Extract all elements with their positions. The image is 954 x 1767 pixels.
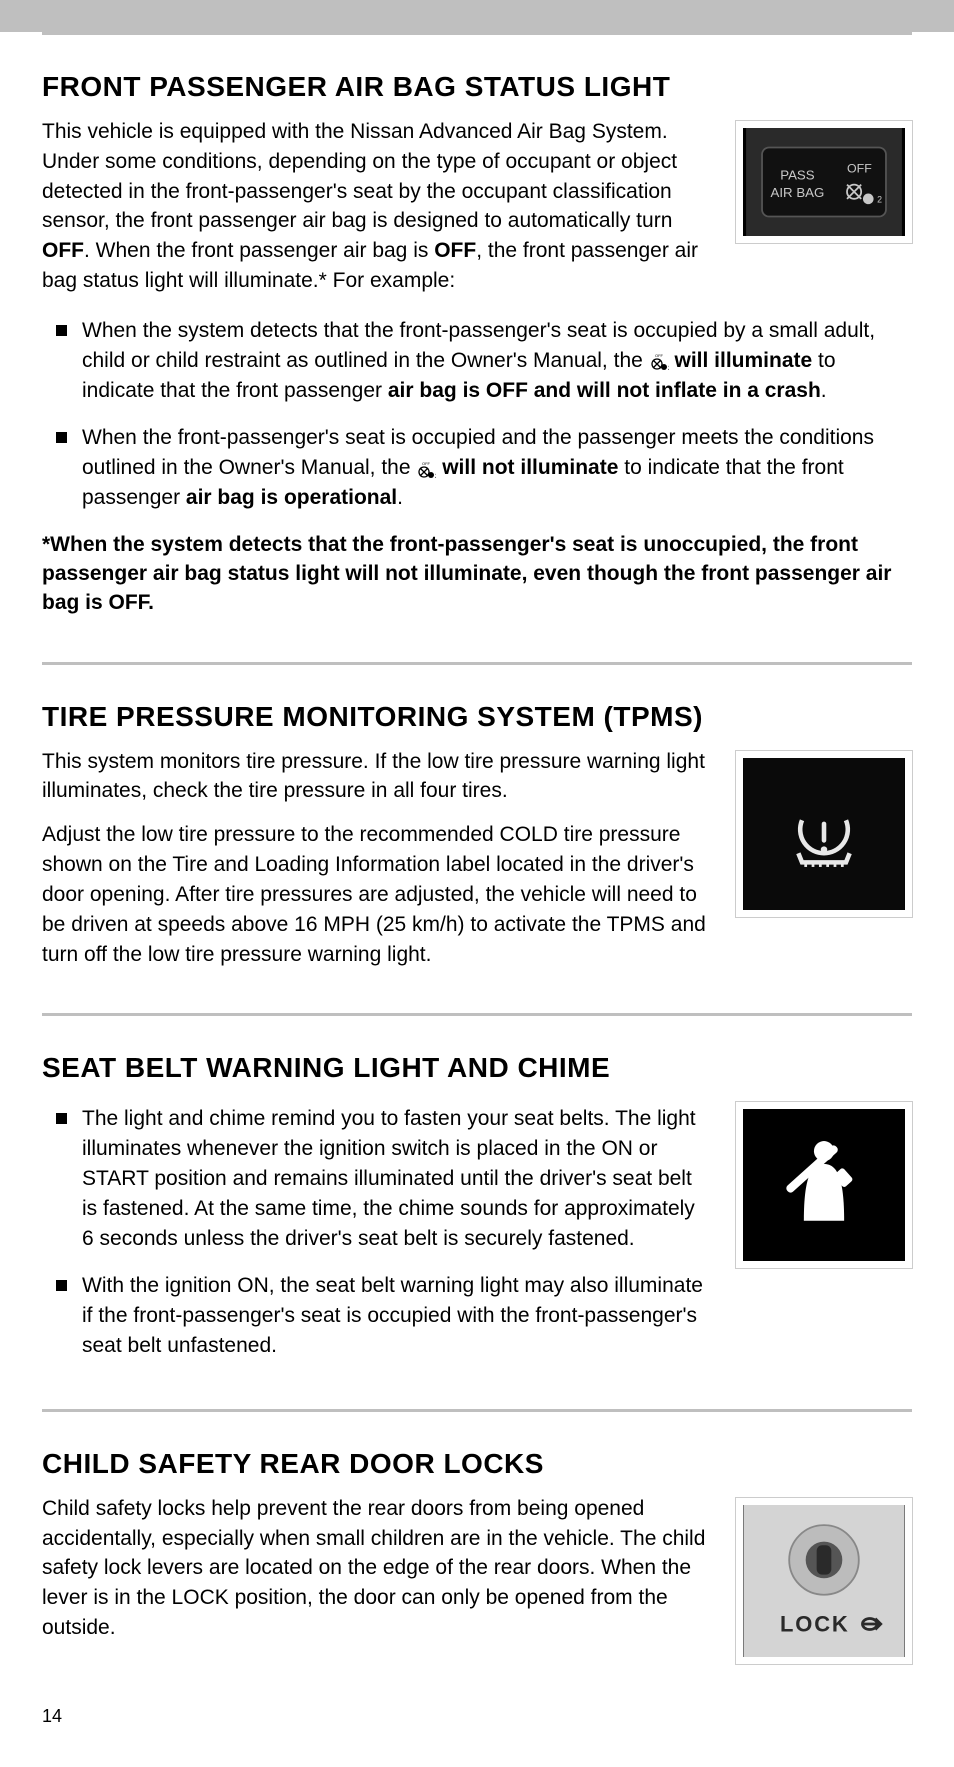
figure-seatbelt xyxy=(736,1102,912,1268)
svg-text:2: 2 xyxy=(877,194,882,204)
childlock-svg: LOCK xyxy=(743,1505,905,1657)
label-lock: LOCK xyxy=(780,1611,850,1636)
list-item: When the front-passenger's seat is occup… xyxy=(42,423,912,512)
heading-childlock: CHILD SAFETY REAR DOOR LOCKS xyxy=(42,1448,912,1480)
airbag-off-icon: OFF 2 xyxy=(416,459,436,479)
text-bold: OFF xyxy=(42,239,84,262)
heading-airbag: FRONT PASSENGER AIR BAG STATUS LIGHT xyxy=(42,71,912,103)
text: . When the front passenger air bag is xyxy=(84,239,434,262)
airbag-bullet-list: When the system detects that the front-p… xyxy=(42,316,912,513)
tpms-icon-svg xyxy=(743,758,905,910)
text-bold: air bag is OFF and will not inflate in a… xyxy=(388,379,821,402)
section-seatbelt: SEAT BELT WARNING LIGHT AND CHIME The li… xyxy=(42,1016,912,1409)
text-bold: will not illuminate xyxy=(442,456,618,479)
figure-airbag-indicator: PASS AIR BAG OFF 2 xyxy=(736,121,912,243)
figure-tpms xyxy=(736,751,912,917)
airbag-intro: This vehicle is equipped with the Nissan… xyxy=(42,117,710,296)
airbag-off-icon: OFF 2 xyxy=(649,351,669,371)
figure-childlock: LOCK xyxy=(736,1498,912,1664)
page-number: 14 xyxy=(42,1706,912,1727)
section-airbag: FRONT PASSENGER AIR BAG STATUS LIGHT Thi… xyxy=(42,35,912,662)
heading-seatbelt: SEAT BELT WARNING LIGHT AND CHIME xyxy=(42,1052,912,1084)
svg-text:OFF: OFF xyxy=(655,353,664,358)
text: This vehicle is equipped with the Nissan… xyxy=(42,120,677,232)
text: . xyxy=(397,486,403,509)
page-content: FRONT PASSENGER AIR BAG STATUS LIGHT Thi… xyxy=(0,32,954,1767)
tpms-p1: This system monitors tire pressure. If t… xyxy=(42,747,710,807)
label-pass: PASS xyxy=(780,167,815,182)
text-bold: OFF xyxy=(434,239,476,262)
airbag-footnote: *When the system detects that the front-… xyxy=(42,531,912,618)
section-childlock: CHILD SAFETY REAR DOOR LOCKS Child safet… xyxy=(42,1412,912,1694)
svg-text:2: 2 xyxy=(435,474,436,480)
list-item: When the system detects that the front-p… xyxy=(42,316,912,405)
list-item: With the ignition ON, the seat belt warn… xyxy=(42,1271,710,1360)
top-bar xyxy=(0,0,954,32)
seatbelt-icon-svg xyxy=(743,1109,905,1261)
text-bold: air bag is operational xyxy=(186,486,397,509)
label-off: OFF xyxy=(847,161,872,175)
text-bold: will illuminate xyxy=(674,349,812,372)
childlock-p1: Child safety locks help prevent the rear… xyxy=(42,1494,710,1643)
seatbelt-bullet-list: The light and chime remind you to fasten… xyxy=(42,1104,710,1361)
heading-tpms: TIRE PRESSURE MONITORING SYSTEM (TPMS) xyxy=(42,701,912,733)
svg-text:2: 2 xyxy=(668,366,669,372)
tpms-p2: Adjust the low tire pressure to the reco… xyxy=(42,820,710,969)
airbag-indicator-svg: PASS AIR BAG OFF 2 xyxy=(743,128,905,236)
list-item: The light and chime remind you to fasten… xyxy=(42,1104,710,1253)
section-tpms: TIRE PRESSURE MONITORING SYSTEM (TPMS) T… xyxy=(42,665,912,1014)
svg-text:OFF: OFF xyxy=(422,461,431,466)
text: . xyxy=(821,379,827,402)
label-airbag: AIR BAG xyxy=(771,185,825,200)
